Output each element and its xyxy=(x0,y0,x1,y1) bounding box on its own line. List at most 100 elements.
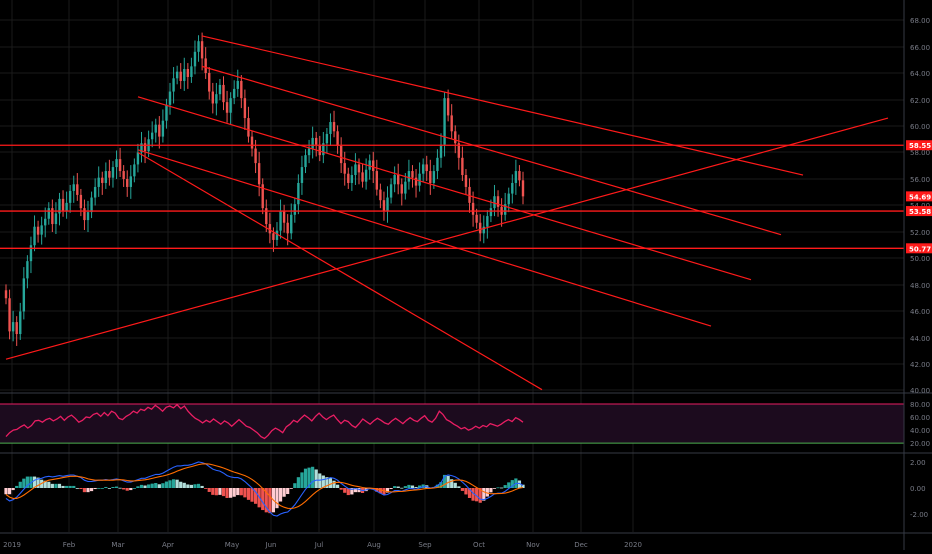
candle[interactable] xyxy=(44,207,47,238)
candle[interactable] xyxy=(247,106,250,143)
candle[interactable] xyxy=(51,199,54,232)
candle[interactable] xyxy=(225,90,229,123)
candle[interactable] xyxy=(229,92,232,125)
candle[interactable] xyxy=(193,40,197,75)
candle[interactable] xyxy=(29,236,33,274)
candle[interactable] xyxy=(315,131,318,157)
candle[interactable] xyxy=(211,82,214,114)
trendline[interactable] xyxy=(137,151,543,391)
candle[interactable] xyxy=(393,166,396,193)
candle[interactable] xyxy=(261,178,264,215)
candle[interactable] xyxy=(479,214,482,242)
candle[interactable] xyxy=(218,78,222,101)
candle[interactable] xyxy=(446,89,450,122)
candle[interactable] xyxy=(389,178,393,204)
trendline-layer[interactable] xyxy=(0,35,904,391)
trendline[interactable] xyxy=(201,65,782,236)
candle[interactable] xyxy=(297,174,300,215)
candle[interactable] xyxy=(19,302,22,340)
candle[interactable] xyxy=(407,159,411,190)
candle[interactable] xyxy=(436,149,439,179)
candle[interactable] xyxy=(61,190,65,217)
candle[interactable] xyxy=(461,146,464,181)
candle[interactable] xyxy=(386,186,389,223)
candle[interactable] xyxy=(83,199,86,231)
candle[interactable] xyxy=(322,131,325,164)
candle[interactable] xyxy=(175,65,179,85)
candle[interactable] xyxy=(382,191,386,221)
candle[interactable] xyxy=(439,133,443,168)
candle[interactable] xyxy=(454,125,457,154)
candle[interactable] xyxy=(514,159,518,195)
candle[interactable] xyxy=(93,178,97,206)
candle[interactable] xyxy=(8,289,11,340)
trendline[interactable] xyxy=(137,149,712,327)
candle[interactable] xyxy=(404,173,407,200)
candle[interactable] xyxy=(86,200,90,232)
candle[interactable] xyxy=(418,162,421,192)
candle[interactable] xyxy=(129,165,132,199)
candle[interactable] xyxy=(329,113,332,146)
candle[interactable] xyxy=(379,183,382,209)
trendline[interactable] xyxy=(137,96,752,281)
candle[interactable] xyxy=(339,137,343,174)
candle[interactable] xyxy=(165,98,168,129)
candle[interactable] xyxy=(190,57,193,83)
candle[interactable] xyxy=(397,163,400,195)
candle[interactable] xyxy=(111,161,115,188)
candle[interactable] xyxy=(179,63,182,89)
candle[interactable] xyxy=(101,171,104,195)
candle[interactable] xyxy=(204,47,207,79)
candle[interactable] xyxy=(257,151,261,197)
candle[interactable] xyxy=(68,184,72,213)
candle[interactable] xyxy=(65,191,68,219)
candle[interactable] xyxy=(215,82,218,116)
candle[interactable] xyxy=(429,159,432,195)
candle[interactable] xyxy=(33,215,36,252)
candle[interactable] xyxy=(243,89,247,130)
candle[interactable] xyxy=(126,170,129,197)
candle[interactable] xyxy=(47,202,50,225)
candle[interactable] xyxy=(240,74,243,109)
candle[interactable] xyxy=(336,125,339,154)
candle[interactable] xyxy=(300,155,304,195)
rsi-line[interactable] xyxy=(5,403,524,440)
candle[interactable] xyxy=(421,158,425,182)
candle[interactable] xyxy=(265,199,268,232)
candle[interactable] xyxy=(282,204,286,233)
macd-line[interactable] xyxy=(5,461,524,517)
macd-pane[interactable] xyxy=(4,461,525,517)
candle[interactable] xyxy=(58,192,61,226)
candle[interactable] xyxy=(268,212,272,244)
candle[interactable] xyxy=(343,151,346,186)
candle[interactable] xyxy=(486,210,489,239)
candle[interactable] xyxy=(250,130,254,157)
candle[interactable] xyxy=(15,316,18,346)
candle[interactable] xyxy=(425,155,428,181)
candle[interactable] xyxy=(136,143,140,173)
candle[interactable] xyxy=(54,202,58,234)
candle[interactable] xyxy=(475,208,478,229)
candle[interactable] xyxy=(518,165,521,187)
candle[interactable] xyxy=(450,104,453,140)
candle[interactable] xyxy=(521,171,525,205)
candle[interactable] xyxy=(118,147,122,178)
candle[interactable] xyxy=(115,150,118,179)
candle[interactable] xyxy=(104,162,108,189)
candle[interactable] xyxy=(375,159,379,196)
candle[interactable] xyxy=(307,139,311,164)
candle[interactable] xyxy=(183,57,186,91)
candle[interactable] xyxy=(76,173,79,201)
candle[interactable] xyxy=(11,310,15,342)
candle[interactable] xyxy=(208,67,211,100)
candle[interactable] xyxy=(90,191,93,219)
candle[interactable] xyxy=(400,178,403,206)
candle[interactable] xyxy=(236,69,239,97)
candle[interactable] xyxy=(290,203,293,240)
candle[interactable] xyxy=(154,118,157,143)
candle[interactable] xyxy=(97,166,100,197)
candle[interactable] xyxy=(168,82,172,115)
candle[interactable] xyxy=(304,149,307,174)
candle[interactable] xyxy=(364,158,368,190)
